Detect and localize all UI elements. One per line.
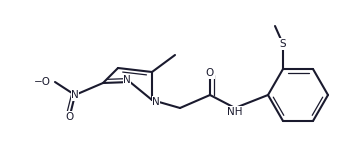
Text: N: N — [71, 90, 79, 100]
Text: −O: −O — [34, 77, 51, 87]
Text: O: O — [66, 112, 74, 122]
Text: S: S — [280, 39, 286, 49]
Text: N: N — [123, 75, 131, 85]
Text: N: N — [152, 97, 160, 107]
Text: O: O — [206, 68, 214, 78]
Text: NH: NH — [227, 107, 243, 117]
